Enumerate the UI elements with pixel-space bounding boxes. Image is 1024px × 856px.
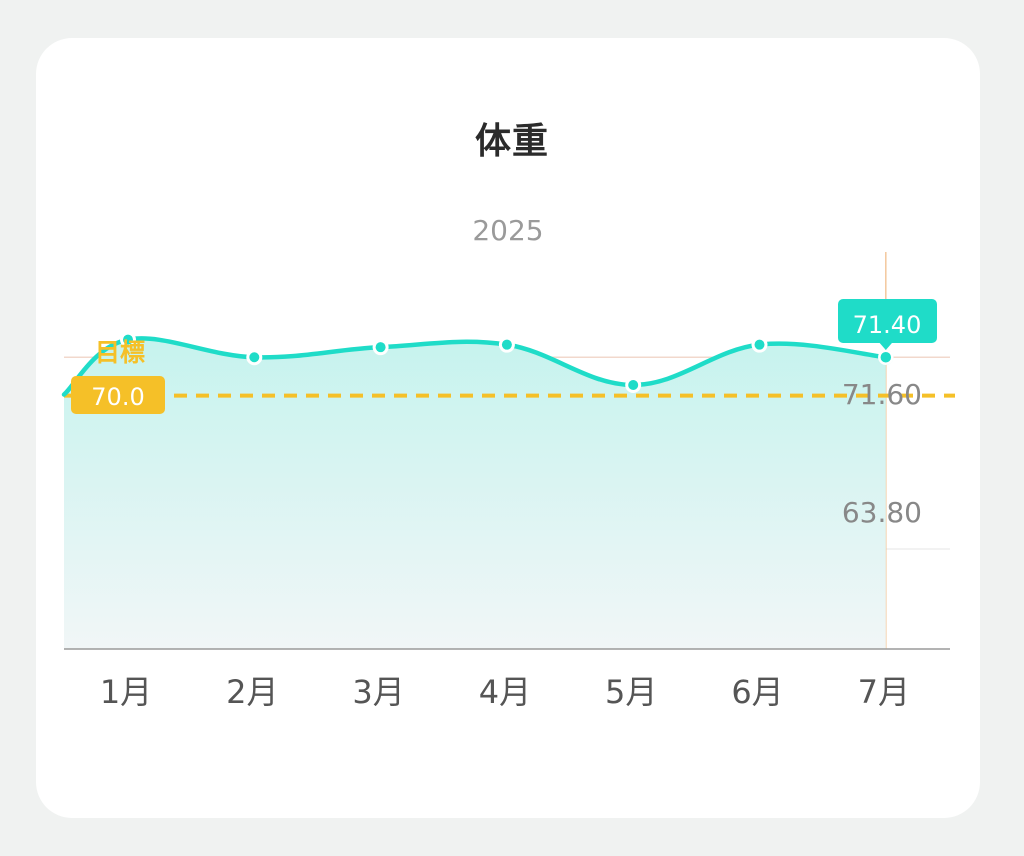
selected-tooltip	[838, 299, 937, 343]
y-axis-label-upper: 71.60	[842, 378, 922, 411]
target-value-text: 70.0	[91, 383, 144, 411]
chart-year: 2025	[472, 214, 544, 247]
area-fill	[64, 338, 886, 649]
data-point	[501, 339, 512, 350]
x-tick-label: 6月	[731, 673, 783, 711]
x-tick-label: 1月	[100, 673, 152, 711]
data-point	[249, 352, 260, 363]
data-point	[754, 339, 765, 350]
target-label: 目標	[95, 338, 145, 367]
x-tick-label: 7月	[858, 673, 910, 711]
x-tick-label: 3月	[352, 673, 404, 711]
data-point	[628, 380, 639, 391]
x-tick-label: 5月	[605, 673, 657, 711]
y-axis-label-lower: 63.80	[842, 496, 922, 529]
x-tick-label: 4月	[479, 673, 531, 711]
data-point	[123, 334, 133, 345]
selected-tooltip-arrow	[878, 342, 893, 350]
x-tick-label: 2月	[226, 673, 278, 711]
data-point-selected	[878, 349, 894, 366]
data-point	[375, 342, 386, 353]
selected-tooltip-text: 71.40	[853, 311, 922, 339]
chart-title: 体重	[474, 121, 549, 162]
target-value-badge	[71, 376, 165, 414]
series-line	[61, 336, 889, 397]
